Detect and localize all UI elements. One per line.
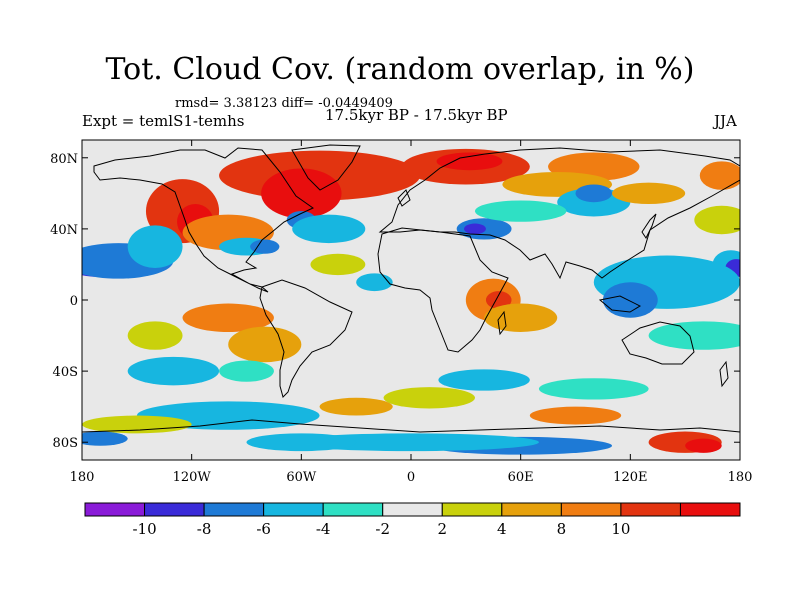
colorbar: -10 -8 -6 -4 -2 2 4 8 10	[84, 502, 741, 538]
contour-blob	[319, 397, 393, 416]
contour-blob	[484, 303, 558, 332]
season-label: JJA	[714, 112, 737, 130]
longitude-axis: 180 120W 60W 0 60E 120E 180	[70, 140, 753, 485]
contour-blob	[383, 387, 475, 409]
lon-tick-label: 120E	[613, 470, 647, 485]
contour-blob	[250, 239, 280, 254]
latitude-axis: 80N 40N 0 40S 80S	[50, 152, 740, 451]
colorbar-swatch	[620, 502, 681, 517]
colorbar-label: -4	[316, 520, 331, 538]
coastline-africa	[377, 227, 509, 353]
contour-blob	[82, 415, 192, 434]
lat-tick-label: 40S	[53, 365, 78, 380]
contour-blob	[182, 303, 274, 332]
colorbar-label: -8	[197, 520, 212, 538]
coastline-australia	[621, 321, 695, 365]
coastline-antarctica	[82, 419, 740, 433]
contour-blob	[485, 291, 512, 309]
contour-blob	[694, 205, 740, 235]
lat-tick-label: 0	[70, 294, 78, 309]
contour-blob	[612, 182, 686, 204]
map-panel	[81, 139, 741, 461]
lat-tick-label: 80N	[50, 152, 78, 167]
coastline-eurasia	[378, 147, 740, 280]
contour-blob	[438, 369, 530, 391]
contour-blob	[292, 214, 366, 244]
coastline-indonesia	[598, 295, 642, 313]
colorbar-swatch	[203, 502, 265, 517]
contour-blob	[538, 378, 649, 400]
colorbar-label: 4	[497, 520, 507, 538]
lon-tick-label: 60E	[508, 470, 534, 485]
colorbar-swatch	[263, 502, 324, 517]
colorbar-swatch	[501, 502, 562, 517]
contour-blob	[82, 431, 128, 446]
contour-blob	[219, 360, 274, 382]
lon-tick-label: 120W	[173, 470, 212, 485]
map-title: Tot. Cloud Cov. (random overlap, in %)	[105, 52, 695, 87]
lon-tick-label: 60W	[286, 470, 317, 485]
contour-blob	[310, 253, 366, 276]
contour-blob	[356, 273, 393, 292]
contour-blob	[648, 321, 740, 350]
colorbar-label: 8	[557, 520, 567, 538]
contour-fill-layer	[82, 148, 740, 455]
lon-tick-label: 0	[407, 470, 415, 485]
colorbar-swatch	[382, 502, 443, 517]
colorbar-swatch	[560, 502, 622, 517]
contour-blob	[246, 433, 357, 452]
contour-blob	[127, 321, 183, 350]
contour-blob	[699, 161, 740, 190]
contour-blob	[529, 406, 622, 425]
contour-blob	[557, 188, 631, 217]
colorbar-swatch	[322, 502, 384, 517]
colorbar-swatch	[679, 502, 741, 517]
lon-tick-label: 180	[70, 470, 95, 485]
coastline-greenland	[291, 144, 361, 191]
colorbar-label: 10	[611, 520, 630, 538]
coastline-north-america	[93, 147, 314, 293]
contour-blob	[602, 282, 658, 318]
colorbar-swatch	[84, 502, 146, 517]
lat-tick-label: 40N	[50, 223, 78, 238]
experiment-label: Expt = temlS1-temhs	[82, 112, 245, 130]
coastline-south-america	[259, 279, 353, 398]
contour-blob	[474, 200, 567, 222]
contour-blob	[436, 152, 503, 171]
colorbar-label: -10	[132, 520, 156, 538]
contour-blob	[575, 184, 613, 203]
period-label: 17.5kyr BP - 17.5kyr BP	[325, 106, 508, 124]
coastline-new-zealand	[719, 360, 729, 388]
contour-blob	[127, 225, 183, 268]
lon-tick-label: 180	[728, 470, 753, 485]
lat-tick-label: 80S	[53, 436, 78, 451]
contour-blob	[685, 438, 722, 453]
coastline-madagascar	[497, 310, 507, 336]
coastline-layer	[82, 144, 740, 433]
coastline-japan	[641, 213, 657, 239]
colorbar-swatch	[144, 502, 205, 517]
colorbar-label: -6	[256, 520, 271, 538]
rmsd-diff-text: rmsd= 3.38123 diff= -0.0449409	[175, 96, 393, 111]
colorbar-label: 2	[437, 520, 447, 538]
contour-blob	[127, 356, 220, 386]
colorbar-label: -2	[375, 520, 390, 538]
colorbar-swatch	[441, 502, 503, 517]
contour-blob	[261, 168, 342, 219]
contour-blob	[228, 326, 302, 363]
coastline-british-isles	[397, 189, 411, 207]
contour-blob	[464, 223, 486, 235]
